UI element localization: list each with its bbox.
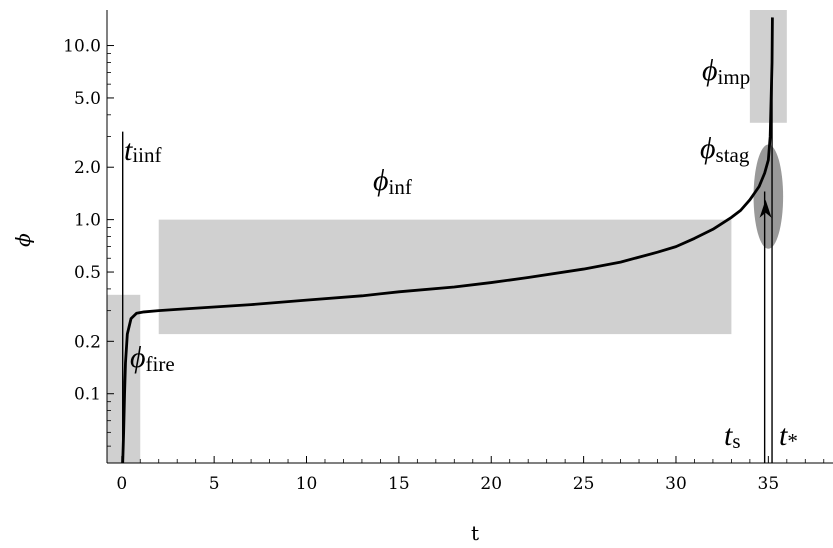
x-tick-label: 15 [388,474,410,494]
shaded-regions [107,10,787,463]
y-tick-label: 2.0 [74,158,101,178]
annotation-phi-imp: ϕimp [702,54,750,89]
axis-ticks: 0 5 10 15 20 25 30 35 0.1 0.2 0.5 1.0 2.0 5.0 10.0 [63,37,825,494]
y-tick-label: 10.0 [63,37,101,57]
x-tick-label: 30 [665,474,687,494]
x-tick-label: 5 [209,474,220,494]
x-tick-label: 25 [573,474,595,494]
stagnation-ellipse [753,144,784,249]
annotation-t-iinf: tiinf [124,134,162,167]
y-tick-label: 5.0 [74,89,101,109]
y-tick-label: 0.1 [74,385,101,405]
series-line [121,17,774,464]
annotation-phi-stag: ϕstag [700,132,750,167]
x-tick-label: 0 [116,474,127,494]
stagnation-ellipse-layer [753,144,784,249]
series-layer [121,17,774,464]
region-imp [749,10,787,123]
annotation-t-s: ts [724,419,741,453]
y-tick-label: 0.2 [74,332,101,352]
stagnation-arrow [759,199,772,218]
x-tick-label: 35 [758,474,780,494]
y-axis-label: ϕ [11,233,35,247]
y-tick-label: 1.0 [74,211,101,231]
annotation-phi-inf: ϕinf [373,164,412,199]
annotation-t-star: t* [779,419,798,453]
region-inf [158,219,732,335]
annotations: tiinf ϕinf ϕfire ϕstag ϕimp ts t* [124,54,798,453]
y-tick-label: 0.5 [74,263,101,283]
x-tick-label: 10 [296,474,318,494]
annotation-phi-fire: ϕfire [130,341,175,376]
x-axis-label: t [471,521,479,545]
x-tick-label: 20 [480,474,502,494]
